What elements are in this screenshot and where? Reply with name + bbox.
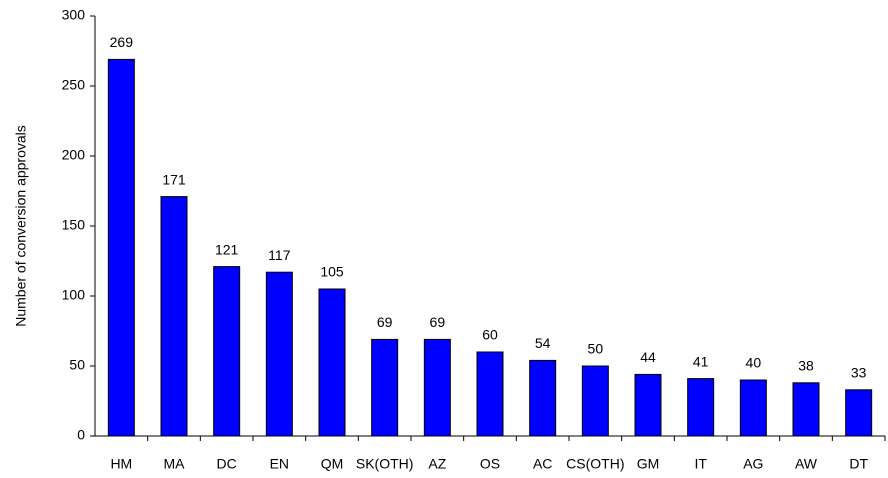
bar	[160, 196, 188, 437]
y-axis-label: Number of conversion approvals	[13, 125, 29, 327]
y-tick-label: 0	[77, 427, 85, 443]
y-tick-label: 50	[69, 357, 85, 373]
bar	[634, 373, 662, 437]
value-label: 105	[320, 264, 344, 280]
bar	[845, 389, 873, 437]
x-tick-label: IT	[694, 456, 707, 472]
bar	[739, 379, 767, 437]
value-label: 38	[798, 358, 814, 374]
bar	[371, 338, 399, 437]
value-label: 171	[162, 171, 186, 187]
bar	[423, 338, 451, 437]
y-tick-label: 250	[62, 77, 86, 93]
value-label: 41	[693, 353, 709, 369]
bar	[687, 378, 715, 437]
value-label: 33	[851, 365, 867, 381]
x-tick-label: QM	[321, 456, 344, 472]
bar	[318, 288, 346, 437]
bar	[792, 382, 820, 437]
x-tick-label: MA	[164, 456, 186, 472]
x-tick-label: DC	[217, 456, 237, 472]
y-tick-label: 100	[62, 287, 86, 303]
x-tick-label: CS(OTH)	[566, 456, 624, 472]
x-tick-label: AC	[533, 456, 552, 472]
bar	[213, 266, 241, 437]
value-label: 269	[110, 34, 134, 50]
x-tick-label: EN	[270, 456, 289, 472]
bar	[265, 271, 293, 437]
x-tick-label: DT	[849, 456, 868, 472]
bar	[476, 351, 504, 437]
y-tick-label: 150	[62, 217, 86, 233]
value-label: 60	[482, 327, 498, 343]
bar	[107, 58, 135, 437]
x-tick-label: HM	[110, 456, 132, 472]
x-tick-label: AW	[795, 456, 818, 472]
y-tick-label: 300	[62, 7, 86, 23]
y-tick-label: 200	[62, 147, 86, 163]
value-label: 44	[640, 349, 656, 365]
value-label: 40	[746, 355, 762, 371]
bar	[529, 359, 557, 437]
x-tick-label: SK(OTH)	[356, 456, 414, 472]
value-label: 54	[535, 335, 551, 351]
x-tick-label: AG	[743, 456, 763, 472]
value-label: 121	[215, 241, 239, 257]
x-tick-label: AZ	[428, 456, 446, 472]
bar	[581, 365, 609, 437]
value-label: 69	[430, 314, 446, 330]
x-tick-label: GM	[637, 456, 660, 472]
value-label: 69	[377, 314, 393, 330]
value-label: 117	[268, 247, 291, 263]
x-tick-label: OS	[480, 456, 500, 472]
value-label: 50	[588, 341, 604, 357]
